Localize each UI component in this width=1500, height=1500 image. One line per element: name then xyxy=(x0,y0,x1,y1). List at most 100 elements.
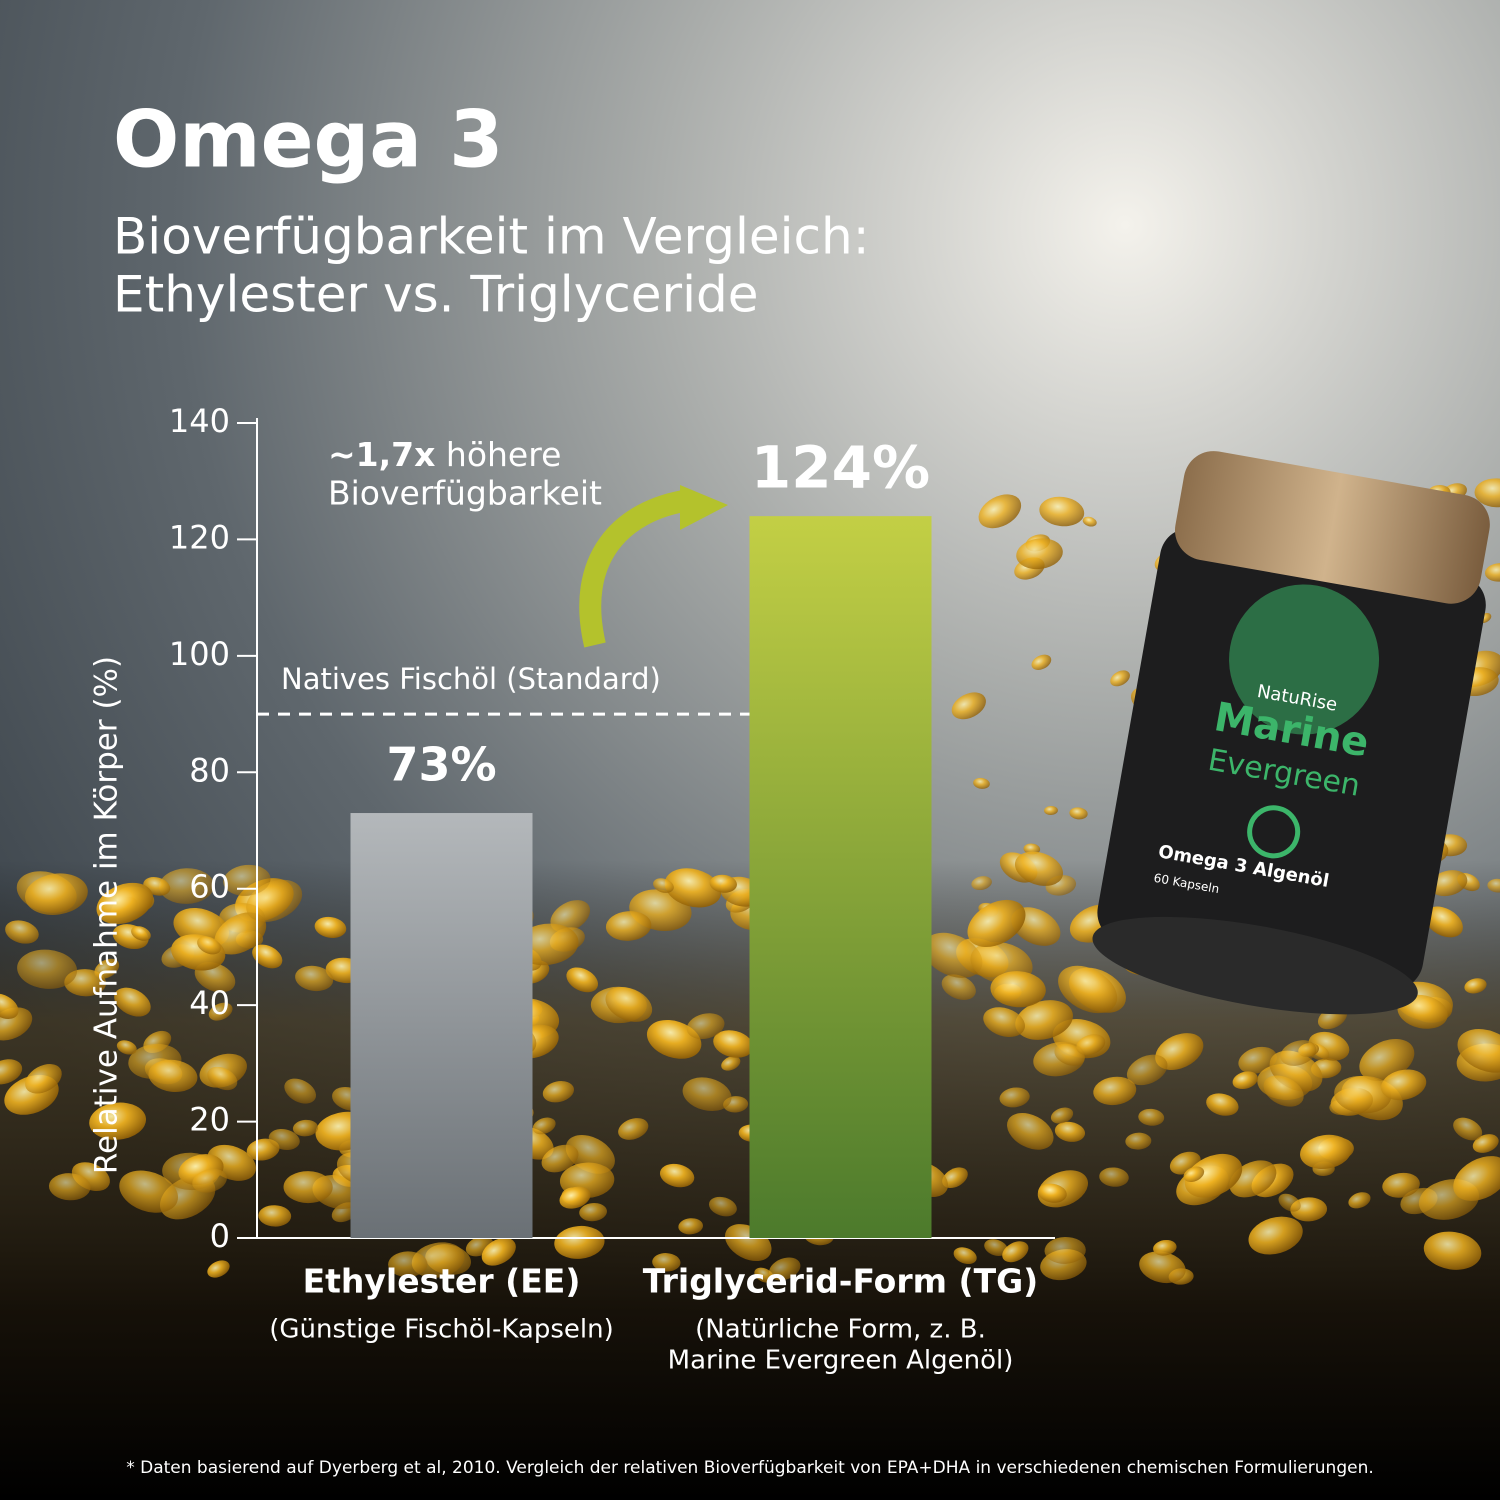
capsule xyxy=(923,932,983,978)
capsule xyxy=(1076,1034,1106,1055)
capsule xyxy=(0,1059,23,1085)
capsule xyxy=(605,986,653,1022)
capsule xyxy=(1058,965,1118,1014)
capsule xyxy=(559,1186,591,1209)
annotation-text: höhere xyxy=(446,435,561,474)
capsule xyxy=(1039,496,1085,527)
capsule xyxy=(978,494,1022,529)
capsule xyxy=(1093,1076,1137,1106)
capsule xyxy=(0,1007,33,1041)
capsule xyxy=(942,1167,968,1189)
leaf-icon xyxy=(1247,805,1301,859)
arrow-head xyxy=(680,485,728,530)
capsule xyxy=(246,879,303,922)
capsule xyxy=(686,1013,725,1040)
capsule xyxy=(708,1196,737,1217)
capsule xyxy=(1453,1117,1483,1141)
capsule xyxy=(1474,478,1500,508)
capsule xyxy=(1183,1166,1205,1182)
capsule xyxy=(605,911,652,941)
y-tick-label: 0 xyxy=(210,1217,230,1255)
capsule xyxy=(652,1253,681,1272)
capsule xyxy=(207,1066,238,1091)
capsule xyxy=(1110,670,1130,687)
jar-body xyxy=(1097,528,1486,990)
capsule xyxy=(1487,878,1500,893)
capsule xyxy=(1082,516,1097,527)
capsule xyxy=(1238,1046,1277,1074)
capsule xyxy=(1016,538,1063,570)
capsule xyxy=(1155,1033,1204,1070)
capsule xyxy=(1423,1231,1482,1270)
capsule xyxy=(1007,1113,1054,1150)
capsule xyxy=(116,1040,137,1055)
capsule xyxy=(721,1056,741,1071)
capsule xyxy=(1280,1040,1317,1066)
capsule xyxy=(542,1081,575,1103)
capsule xyxy=(709,874,737,893)
category-note: Marine Evergreen Algenöl) xyxy=(668,1346,1014,1376)
capsule xyxy=(1002,1241,1029,1263)
capsule xyxy=(25,1064,62,1094)
capsule xyxy=(1334,1075,1392,1114)
y-tick-label: 20 xyxy=(189,1101,230,1139)
capsule xyxy=(1453,1156,1500,1201)
y-tick-label: 40 xyxy=(189,984,230,1022)
capsule xyxy=(999,1087,1030,1108)
capsule xyxy=(1472,1134,1499,1153)
capsule xyxy=(769,1257,801,1281)
capsule xyxy=(96,882,154,925)
y-tick-label: 80 xyxy=(189,751,230,789)
capsule xyxy=(48,1173,91,1201)
arrow xyxy=(579,489,692,648)
capsule xyxy=(295,965,334,992)
annotation-emphasis: ~1,7x xyxy=(328,435,435,474)
capsule xyxy=(1015,1000,1073,1040)
tree-logo xyxy=(1229,584,1380,735)
capsule xyxy=(1206,1093,1239,1116)
capsule xyxy=(207,1260,230,1278)
category-note: (Natürliche Form, z. B. xyxy=(695,1315,986,1345)
capsule xyxy=(481,1237,516,1266)
capsule xyxy=(1429,870,1468,897)
capsule xyxy=(664,868,722,908)
capsule xyxy=(1069,807,1088,820)
annotation: ~1,7x höhere xyxy=(328,435,561,474)
capsule xyxy=(541,1144,579,1173)
capsule xyxy=(388,1251,428,1278)
x-tick-label: Triglycerid-Form (TG) xyxy=(643,1262,1039,1301)
capsule xyxy=(1139,1251,1186,1284)
capsule xyxy=(1232,1071,1258,1090)
capsule xyxy=(1278,1193,1301,1212)
capsule xyxy=(119,1170,178,1213)
jar-bottom xyxy=(1092,916,1418,1015)
capsule xyxy=(550,900,591,933)
capsule xyxy=(284,1078,317,1104)
capsule xyxy=(1348,1192,1371,1209)
capsule xyxy=(1044,805,1058,816)
capsule xyxy=(1014,851,1064,886)
capsule xyxy=(5,920,39,944)
bar xyxy=(350,813,533,1238)
capsule xyxy=(1153,1239,1177,1256)
y-axis-label: Relative Aufnahme im Körper (%) xyxy=(89,656,125,1174)
capsule xyxy=(292,1119,319,1137)
capsule xyxy=(1126,1054,1168,1086)
capsule xyxy=(1300,1134,1352,1170)
capsule xyxy=(1464,978,1487,994)
capsule xyxy=(114,987,151,1017)
capsule xyxy=(131,926,151,941)
capsule xyxy=(1382,1172,1420,1198)
capsule xyxy=(214,912,267,955)
capsule xyxy=(192,1168,227,1193)
capsule xyxy=(1044,1236,1086,1264)
capsule xyxy=(1424,906,1463,938)
capsule xyxy=(713,1030,754,1058)
capsule xyxy=(653,878,674,893)
capsule xyxy=(554,1225,605,1259)
subtitle: Bioverfügbarkeit im Vergleich: xyxy=(113,208,870,266)
capsule xyxy=(941,974,976,1000)
capsule xyxy=(532,1117,556,1135)
capsule xyxy=(314,916,347,938)
